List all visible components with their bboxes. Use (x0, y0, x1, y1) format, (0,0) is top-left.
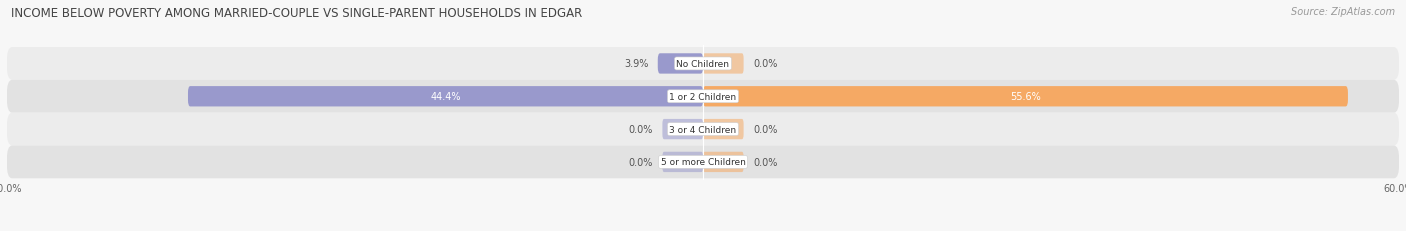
Text: 0.0%: 0.0% (752, 59, 778, 69)
Text: 0.0%: 0.0% (752, 125, 778, 134)
Text: 5 or more Children: 5 or more Children (661, 158, 745, 167)
Text: 0.0%: 0.0% (752, 157, 778, 167)
Text: No Children: No Children (676, 60, 730, 69)
Text: 44.4%: 44.4% (430, 92, 461, 102)
Text: 55.6%: 55.6% (1010, 92, 1040, 102)
FancyBboxPatch shape (703, 54, 744, 74)
Text: 3 or 4 Children: 3 or 4 Children (669, 125, 737, 134)
Text: Source: ZipAtlas.com: Source: ZipAtlas.com (1291, 7, 1395, 17)
FancyBboxPatch shape (7, 81, 1399, 113)
Text: 1 or 2 Children: 1 or 2 Children (669, 92, 737, 101)
Text: 0.0%: 0.0% (628, 157, 654, 167)
FancyBboxPatch shape (7, 113, 1399, 146)
Text: 0.0%: 0.0% (628, 125, 654, 134)
Text: INCOME BELOW POVERTY AMONG MARRIED-COUPLE VS SINGLE-PARENT HOUSEHOLDS IN EDGAR: INCOME BELOW POVERTY AMONG MARRIED-COUPL… (11, 7, 582, 20)
Text: 3.9%: 3.9% (624, 59, 648, 69)
FancyBboxPatch shape (7, 146, 1399, 179)
FancyBboxPatch shape (703, 119, 744, 140)
FancyBboxPatch shape (7, 48, 1399, 81)
FancyBboxPatch shape (703, 152, 744, 172)
FancyBboxPatch shape (662, 152, 703, 172)
FancyBboxPatch shape (703, 87, 1348, 107)
FancyBboxPatch shape (662, 119, 703, 140)
FancyBboxPatch shape (188, 87, 703, 107)
FancyBboxPatch shape (658, 54, 703, 74)
